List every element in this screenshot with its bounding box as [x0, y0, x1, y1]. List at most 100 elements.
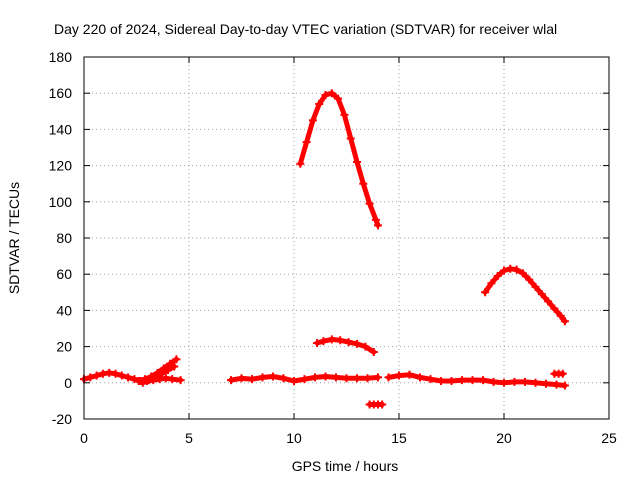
data-point — [248, 375, 256, 384]
data-point — [518, 269, 527, 278]
series-secondary-arc — [313, 335, 378, 357]
data-point — [327, 89, 336, 98]
y-tick-label: 80 — [56, 230, 72, 246]
data-point — [296, 159, 305, 168]
plot-frame — [83, 56, 610, 420]
x-tick-label: 0 — [80, 430, 88, 446]
data-point — [327, 335, 336, 344]
data-point — [521, 377, 529, 386]
data-point — [321, 372, 330, 381]
data-point — [151, 373, 160, 382]
data-point — [353, 339, 361, 348]
data-point — [353, 157, 361, 166]
y-axis-label: SDTVAR / TECUs — [6, 182, 22, 294]
data-point — [176, 376, 185, 385]
series-baseline-late — [384, 370, 569, 390]
data-point — [405, 370, 414, 379]
data-point — [378, 400, 387, 409]
series-trace — [297, 90, 381, 228]
data-point — [525, 275, 534, 284]
data-point — [531, 282, 540, 291]
data-point — [164, 366, 172, 375]
y-tick-label: 0 — [64, 375, 72, 391]
data-point — [308, 116, 317, 125]
data-point — [531, 378, 540, 387]
data-point — [157, 369, 166, 378]
y-tick-label: -20 — [52, 411, 72, 427]
data-point — [336, 336, 345, 345]
data-point — [302, 138, 311, 147]
data-point — [124, 373, 133, 382]
data-point — [172, 355, 181, 364]
series-small-cluster — [550, 369, 567, 378]
y-tick-label: 120 — [49, 158, 73, 174]
x-tick-label: 10 — [286, 430, 302, 446]
series-negative-cluster — [365, 400, 387, 409]
data-point — [458, 376, 466, 385]
data-point — [395, 371, 403, 380]
data-point — [111, 369, 120, 378]
data-point — [86, 373, 95, 382]
data-point — [258, 373, 267, 382]
data-point — [168, 375, 177, 384]
series-rising-branch-b — [138, 362, 179, 387]
data-point — [359, 179, 368, 188]
data-series — [80, 89, 569, 409]
data-point — [489, 377, 498, 386]
data-point — [510, 377, 519, 386]
data-point — [170, 362, 179, 371]
data-point — [512, 265, 521, 274]
data-point — [344, 338, 353, 347]
chart-title: Day 220 of 2024, Sidereal Day-to-day VTE… — [54, 21, 557, 37]
data-point — [426, 375, 435, 384]
data-point — [556, 311, 565, 320]
data-point — [346, 134, 355, 143]
data-point — [447, 376, 456, 385]
y-tick-label: 180 — [49, 49, 73, 65]
data-point — [269, 372, 277, 381]
data-point — [374, 221, 382, 230]
data-point — [311, 373, 319, 382]
data-point — [361, 342, 370, 351]
data-point — [371, 215, 380, 224]
data-point — [500, 266, 508, 275]
data-point — [416, 373, 424, 382]
data-point — [560, 381, 569, 390]
y-tick-label: 160 — [49, 85, 73, 101]
data-point — [334, 94, 343, 103]
data-point — [437, 376, 445, 385]
data-point — [542, 379, 550, 388]
data-point — [550, 304, 559, 313]
data-point — [369, 348, 378, 357]
data-point — [500, 378, 508, 387]
y-tick-label: 140 — [49, 121, 73, 137]
y-tick-label: 40 — [56, 302, 72, 318]
data-point — [290, 376, 298, 385]
data-point — [332, 373, 340, 382]
data-point — [342, 374, 351, 383]
y-tick-label: 100 — [49, 194, 73, 210]
y-tick-label: 60 — [56, 266, 72, 282]
data-point — [313, 338, 322, 347]
grid-lines — [84, 57, 609, 419]
data-point — [537, 290, 546, 299]
series-trace — [386, 372, 568, 388]
x-tick-label: 20 — [496, 430, 512, 446]
data-point — [374, 373, 382, 382]
data-point — [468, 376, 477, 385]
data-point — [481, 288, 490, 297]
data-point — [145, 376, 154, 385]
data-point — [340, 110, 349, 119]
series-baseline-mid — [227, 372, 382, 385]
data-point — [365, 199, 374, 208]
data-point — [138, 378, 147, 387]
data-point — [552, 380, 561, 389]
data-point — [237, 374, 246, 383]
series-peak-arc-large — [296, 89, 382, 230]
data-point — [117, 371, 126, 380]
data-point — [300, 375, 309, 384]
y-tick-label: 20 — [56, 339, 72, 355]
x-axis-label: GPS time / hours — [292, 458, 399, 474]
data-point — [363, 374, 372, 383]
